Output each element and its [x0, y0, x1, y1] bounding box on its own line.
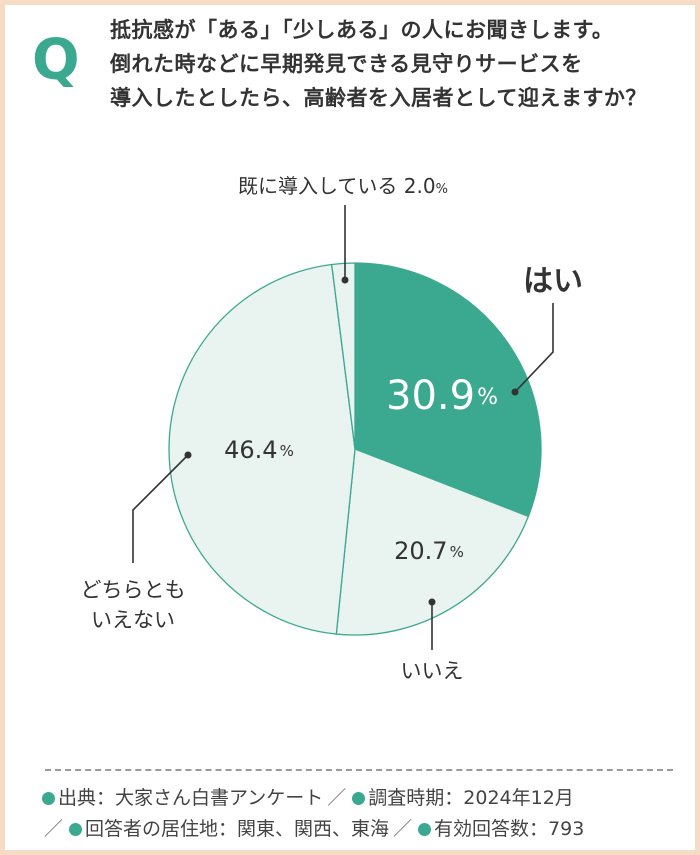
bullet-icon — [352, 792, 366, 805]
bullet-icon — [42, 792, 55, 805]
bullet-icon — [418, 823, 432, 836]
divider — [45, 769, 673, 771]
value-label: 20.7% — [394, 537, 464, 565]
leader-dot — [428, 598, 436, 606]
survey-period: 調査時期：2024年12月 — [368, 787, 574, 809]
separator: ／ — [327, 787, 347, 809]
pie-slice — [335, 448, 530, 636]
category-label: いいえ — [401, 659, 464, 683]
question-line: 抵抗感が「ある」「少しある」の人にお聞きします。 — [110, 18, 614, 42]
category-label: 既に導入している 2.0% — [238, 174, 448, 198]
pie-slice — [331, 262, 356, 450]
bullet-icon — [69, 823, 83, 836]
value-label: 46.4% — [224, 436, 294, 464]
separator: ／ — [393, 818, 413, 840]
footer-line-1: 出典：大家さん白書アンケート／ 調査時期：2024年12月 — [40, 783, 680, 814]
question-line: 導入したとしたら、高齢者を入居者として迎えますか？ — [110, 86, 647, 110]
footer: 出典：大家さん白書アンケート／調査時期：2024年12月 ／回答者の居住地：関東… — [40, 783, 680, 845]
pie-slice — [354, 262, 542, 518]
category-label: はい — [523, 264, 583, 299]
value-label: 30.9% — [386, 373, 498, 419]
question-line: 倒れた時などに早期発見できる見守りサービスを — [110, 52, 583, 76]
leader-line — [514, 303, 554, 393]
category-label: どちらともいえない — [81, 578, 186, 632]
valid-responses: 有効回答数：793 — [434, 818, 585, 840]
footer-line-2: ／回答者の居住地：関東、関西、東海／有効回答数：793 — [40, 814, 680, 845]
question-text: 抵抗感が「ある」「少しある」の人にお聞きします。 倒れた時などに早期発見できる見… — [110, 13, 695, 115]
question-mark: Q — [32, 28, 80, 93]
pie-slice — [168, 263, 356, 635]
respondent-area: 回答者の居住地：関東、関西、東海 — [85, 818, 390, 840]
separator: ／ — [44, 818, 64, 840]
leader-line — [132, 454, 189, 563]
source-label: 出典：大家さん白書アンケート — [58, 787, 324, 809]
leader-dot — [184, 451, 192, 459]
leader-dot — [341, 276, 349, 284]
leader-dot — [511, 388, 519, 396]
